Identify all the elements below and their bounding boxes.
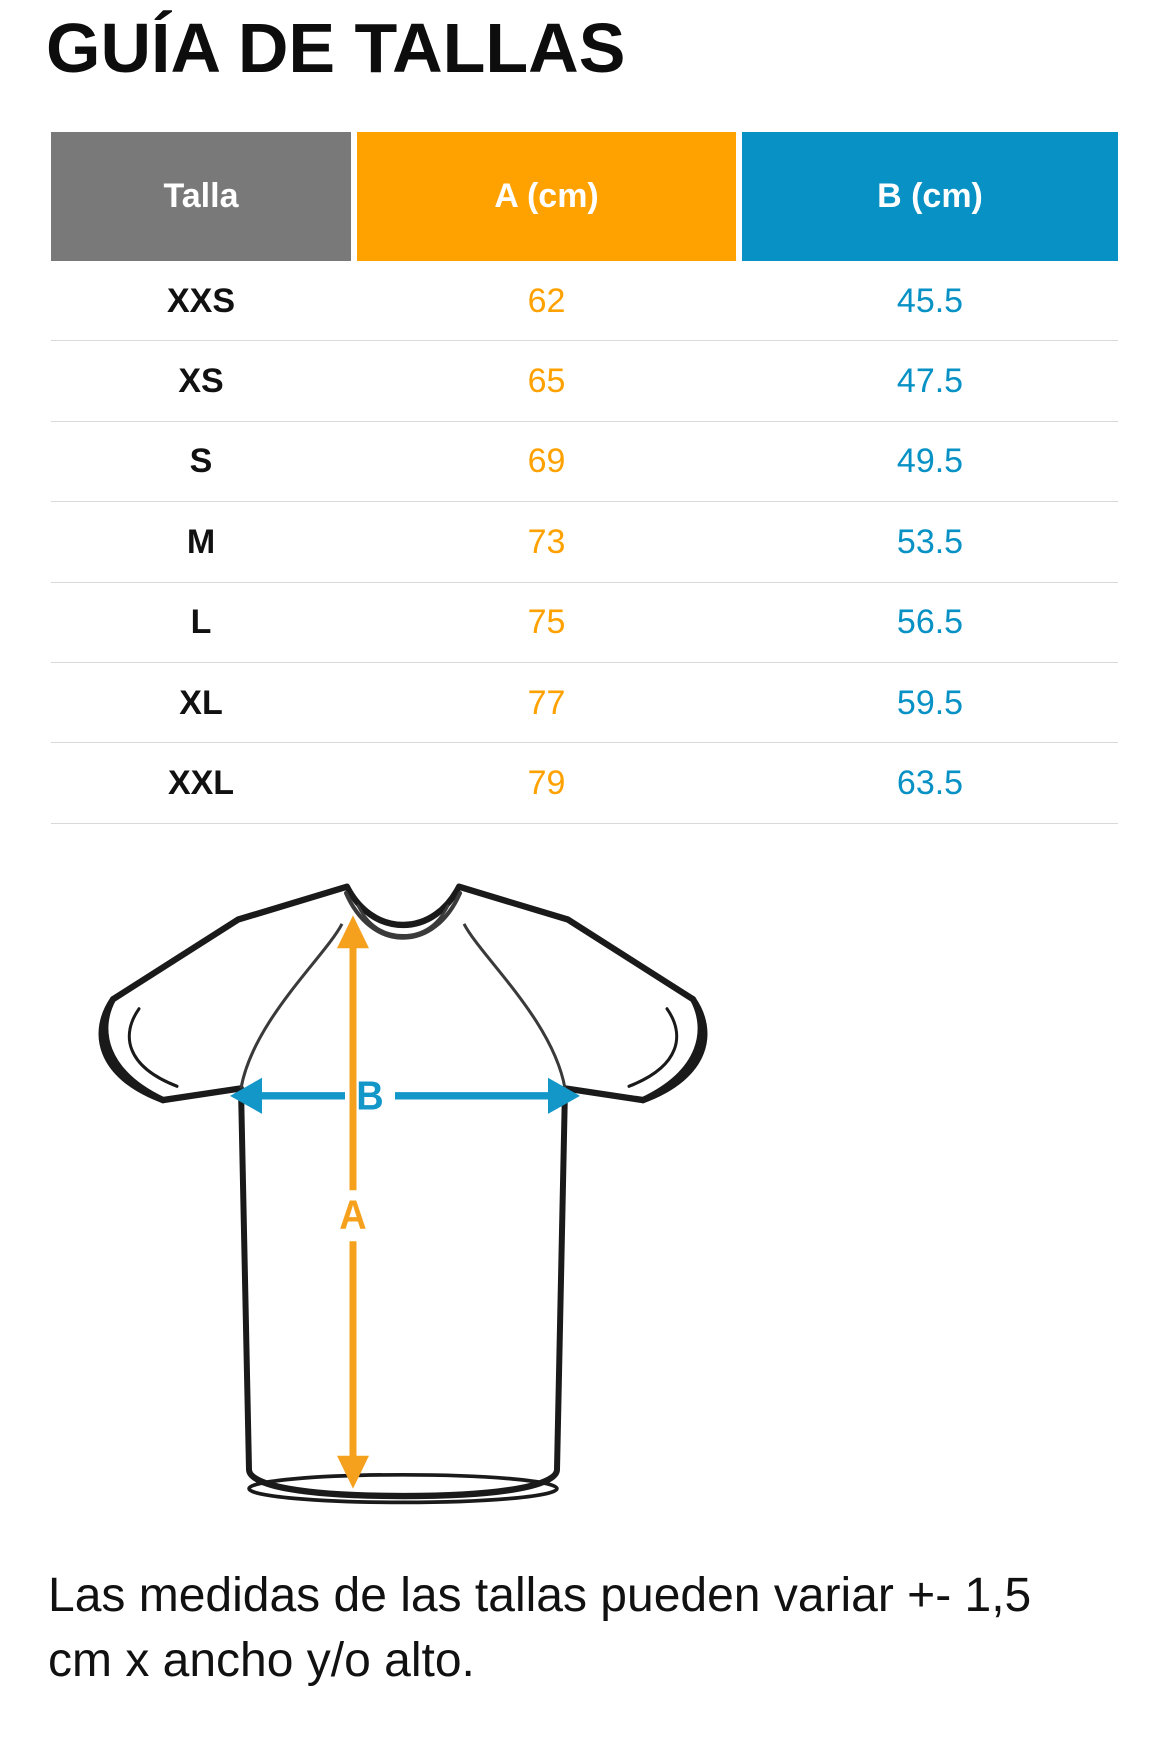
svg-text:B: B [356, 1075, 383, 1119]
svg-text:A: A [339, 1194, 366, 1238]
